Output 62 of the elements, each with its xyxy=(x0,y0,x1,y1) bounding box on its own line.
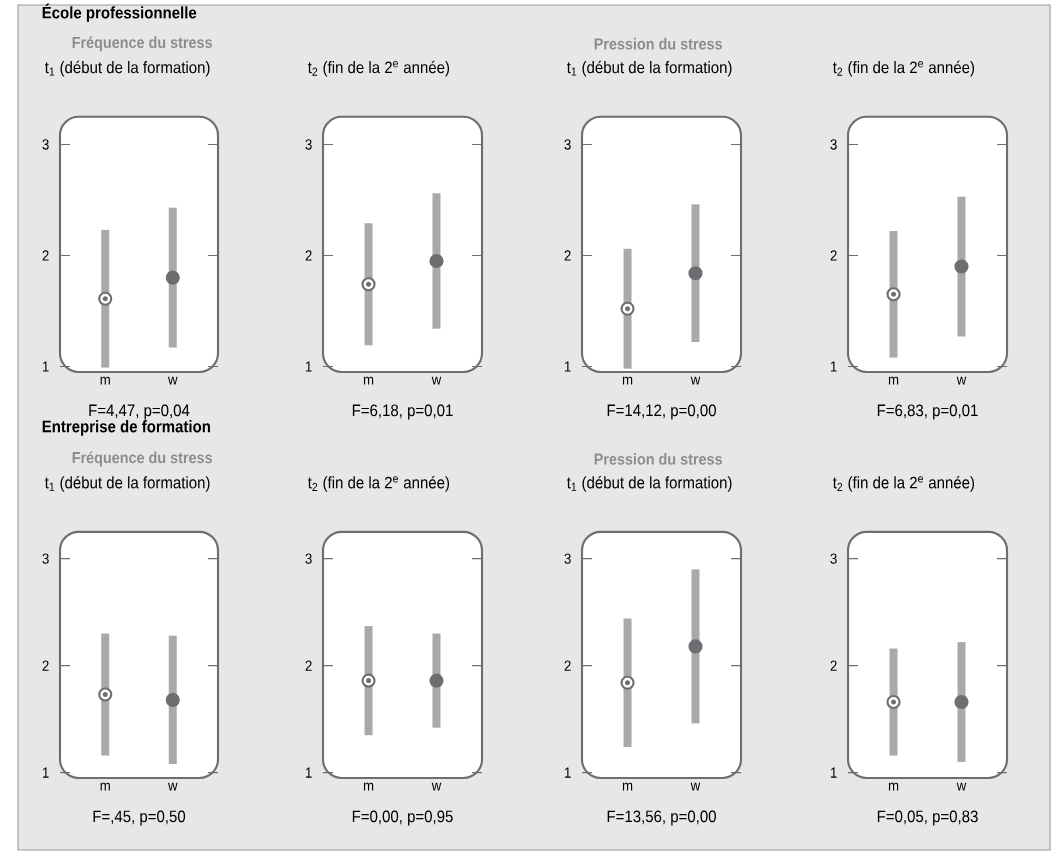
text: F=6,83, p=0,01 xyxy=(877,404,978,420)
y-tick-label: 2 xyxy=(42,660,49,671)
x-tick-label: w xyxy=(167,376,178,385)
y-tick-label: 3 xyxy=(305,139,312,150)
x-tick-label: m xyxy=(888,782,899,791)
y-tick-label: 3 xyxy=(305,553,312,564)
y-tick-label: 1 xyxy=(830,767,837,778)
y-tick-label: 1 xyxy=(830,361,837,372)
chart-subtitle: Fréquence du stress xyxy=(72,451,212,467)
text: F=6,18, p=0,01 xyxy=(352,404,453,420)
text: F=0,05, p=0,83 xyxy=(877,810,978,826)
x-tick-label: w xyxy=(431,376,442,385)
x-tick-label: w xyxy=(690,782,701,791)
y-tick-label: 1 xyxy=(564,361,571,372)
x-tick-label: m xyxy=(363,376,374,385)
x-tick-label: m xyxy=(622,782,633,791)
y-tick-label: 1 xyxy=(305,361,312,372)
chart-title: t$_{1}$ (début de la formation) xyxy=(566,476,732,492)
text: F=14,12, p=0,00 xyxy=(607,404,716,420)
y-tick-label: 2 xyxy=(42,250,49,261)
x-tick-label: w xyxy=(690,376,701,385)
chart-subtitle: Fréquence du stress xyxy=(72,36,212,52)
y-tick-label: 1 xyxy=(42,767,49,778)
y-tick-label: 3 xyxy=(564,139,571,150)
y-tick-label: 3 xyxy=(830,139,837,150)
chart-title: t$_{1}$ (début de la formation) xyxy=(44,60,210,77)
text: F=,45, p=0,50 xyxy=(93,810,186,826)
chart-subtitle: Pression du stress xyxy=(594,37,722,50)
y-tick-label: 2 xyxy=(830,660,837,671)
x-tick-label: m xyxy=(888,376,899,385)
text: Entreprise de formation xyxy=(42,420,210,436)
y-tick-label: 1 xyxy=(42,361,49,372)
y-tick-label: 2 xyxy=(564,660,571,671)
chart-title: t$_{1}$ (début de la formation) xyxy=(44,476,210,492)
y-tick-label: 2 xyxy=(305,250,312,261)
chart-title: t$_{2}$ (fin de la 2$^{e}$ année) xyxy=(307,476,450,492)
x-tick-label: m xyxy=(100,782,110,791)
x-tick-label: m xyxy=(622,376,633,385)
x-tick-label: m xyxy=(363,782,374,791)
y-tick-label: 1 xyxy=(564,767,571,778)
y-tick-label: 3 xyxy=(564,553,571,564)
y-tick-label: 3 xyxy=(42,139,49,150)
chart-title: t$_{2}$ (fin de la 2$^{e}$ année) xyxy=(832,60,975,77)
chart-subtitle: Pression du stress xyxy=(594,453,722,465)
text: École professionnelle xyxy=(42,3,197,22)
y-tick-label: 2 xyxy=(305,660,312,671)
y-tick-label: 3 xyxy=(830,553,837,564)
x-tick-label: m xyxy=(100,376,110,385)
x-tick-label: w xyxy=(956,376,967,385)
chart-title: t$_{2}$ (fin de la 2$^{e}$ année) xyxy=(832,476,975,492)
y-tick-label: 2 xyxy=(830,250,837,261)
y-tick-label: 2 xyxy=(564,250,571,261)
chart-title: t$_{1}$ (début de la formation) xyxy=(566,60,732,77)
chart-title: t$_{2}$ (fin de la 2$^{e}$ année) xyxy=(307,60,450,77)
text: F=0,00, p=0,95 xyxy=(352,810,453,826)
text: F=13,56, p=0,00 xyxy=(607,810,716,826)
x-tick-label: w xyxy=(956,782,967,791)
x-tick-label: w xyxy=(431,782,442,791)
y-tick-label: 3 xyxy=(42,553,49,564)
text: F=4,47, p=0,04 xyxy=(89,404,190,420)
y-tick-label: 1 xyxy=(305,767,312,778)
x-tick-label: w xyxy=(167,782,178,791)
